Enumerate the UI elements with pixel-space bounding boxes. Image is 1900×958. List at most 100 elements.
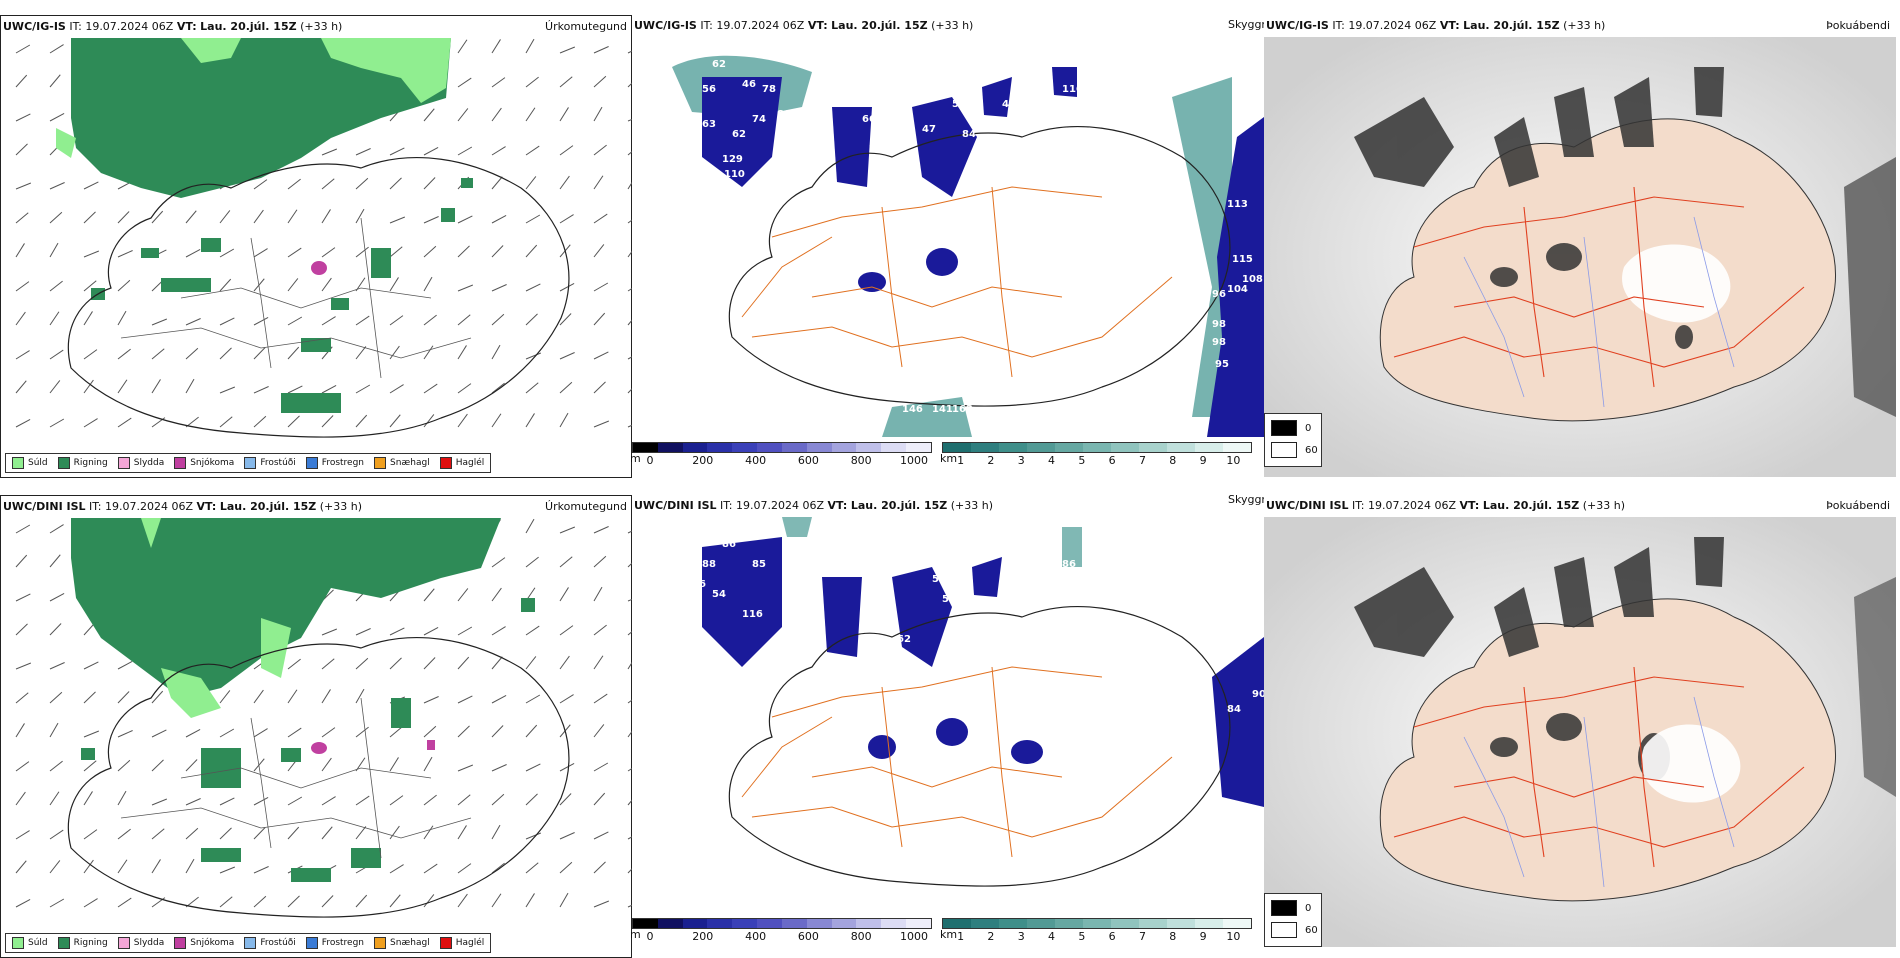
wind-barb: [117, 661, 133, 670]
wind-barb: [15, 182, 32, 190]
vis-value-label: 108: [1242, 274, 1263, 285]
wind-barb: [559, 526, 576, 534]
legend-item: Haglél: [439, 937, 485, 949]
vis-value-label: 60: [967, 159, 981, 170]
colorbar-tick: 400: [745, 930, 767, 943]
wind-barb: [185, 378, 195, 394]
vis-value-label: 98: [1212, 337, 1226, 348]
coastline: [728, 125, 1231, 407]
wind-barb: [49, 311, 60, 326]
wind-barb: [117, 379, 128, 394]
vis-value-label: 104: [1227, 284, 1248, 295]
wind-barb: [457, 695, 473, 704]
wind-barb: [423, 863, 438, 874]
wind-barb: [321, 826, 333, 840]
wind-barb: [83, 622, 96, 636]
wind-barb: [287, 689, 298, 704]
wind-barb: [559, 655, 570, 670]
wind-barb: [593, 213, 608, 224]
wind-barb: [525, 763, 541, 772]
colorbar-tick: 7: [1138, 930, 1146, 943]
legend-item: Rigning: [57, 937, 108, 949]
wind-barb: [559, 625, 574, 636]
wind-barb: [389, 726, 403, 738]
wind-barb: [389, 216, 406, 224]
drizzle-area: [141, 518, 291, 718]
wind-barb: [423, 627, 439, 636]
lead-time: (+33 h): [1582, 499, 1626, 512]
wind-barb: [423, 756, 433, 772]
vis-value-label: 80: [777, 109, 791, 120]
colorbar-cell: [1139, 919, 1167, 928]
wind-barb: [15, 113, 31, 122]
colorbar-cell: [943, 919, 971, 928]
wind-barb: [185, 858, 195, 874]
height-colorbar-ticks: 0 200 400 600 800 1000: [632, 930, 932, 945]
colorbar-tick: 8: [1169, 930, 1177, 943]
wind-barb: [457, 825, 467, 840]
wind-barb: [15, 524, 31, 534]
height-colorbar: 0 200 400 600 800 1000 m: [630, 442, 932, 470]
cloud-panel-bottom: UWC/DINI ISL IT: 19.07.2024 06Z VT: Lau.…: [1264, 495, 1900, 958]
vis-value-label: 46: [1002, 569, 1016, 580]
vis-value-label: 90: [1252, 689, 1264, 700]
wind-barb: [253, 347, 266, 360]
wind-barb: [627, 81, 633, 88]
wind-barb: [321, 316, 336, 326]
wind-barb: [83, 250, 100, 258]
colorbar-cell: [1027, 443, 1055, 452]
colorbar-cell: [781, 919, 807, 928]
wind-barb: [491, 77, 506, 88]
vis-title: Skyggni: [1228, 493, 1272, 506]
legend-label: Haglél: [455, 938, 485, 948]
vis-colorbar-ticks: 1 2 3 4 5 6 7 8 9 10: [942, 454, 1252, 469]
wind-barb: [15, 143, 28, 156]
wind-barb: [423, 216, 439, 224]
legend-label: Frostregn: [321, 458, 365, 468]
wind-barb: [457, 39, 468, 54]
wind-barb: [287, 727, 302, 738]
wind-barb: [151, 729, 167, 738]
wind-barb: [287, 316, 303, 326]
wind-barb: [219, 347, 232, 360]
colorbar-tick: 6: [1108, 454, 1116, 467]
colorbar-tick: 9: [1199, 930, 1207, 943]
wind-barb: [287, 178, 301, 190]
lead-time: (+33 h): [931, 19, 974, 32]
wind-barb: [627, 355, 633, 360]
wind-barb: [117, 759, 131, 772]
legend-label: Haglél: [455, 458, 485, 468]
wind-barb: [49, 349, 64, 360]
colorbar-tick: 200: [692, 930, 714, 943]
wind-barb: [389, 894, 401, 908]
legend-item: Snæhagl: [374, 457, 430, 469]
wind-barb: [49, 524, 64, 534]
wind-barb: [321, 895, 334, 908]
wind-barb: [423, 794, 437, 806]
wind-barb: [525, 518, 535, 534]
colorbar-tick: 9: [1199, 454, 1207, 467]
legend-label: Rigning: [73, 938, 108, 948]
legend-swatch: [117, 937, 130, 949]
wind-barb: [423, 696, 439, 704]
colorbar-cell: [1195, 919, 1223, 928]
model-name: UWC/DINI ISL: [1266, 499, 1349, 512]
wind-barb: [83, 418, 98, 428]
wind-barb: [49, 593, 65, 602]
model-name: UWC/DINI ISL: [634, 499, 717, 512]
wind-barb: [219, 317, 235, 326]
colorbar-cell: [707, 443, 733, 452]
wind-barb: [559, 46, 576, 54]
wind-barb: [491, 146, 506, 156]
legend-label: Frostregn: [321, 938, 365, 948]
wind-barb: [321, 247, 336, 258]
wind-barb: [185, 759, 198, 772]
wind-barb: [593, 861, 606, 874]
wind-barb: [423, 245, 437, 258]
wind-barb: [559, 694, 574, 704]
vis-value-label: 48: [1002, 99, 1016, 110]
wind-barb: [423, 588, 435, 602]
wind-barb: [185, 347, 199, 360]
vis-panel-bottom: UWC/DINI ISL IT: 19.07.2024 06Z VT: Lau.…: [630, 493, 1271, 958]
colorbar-tick: 1000: [900, 454, 928, 467]
